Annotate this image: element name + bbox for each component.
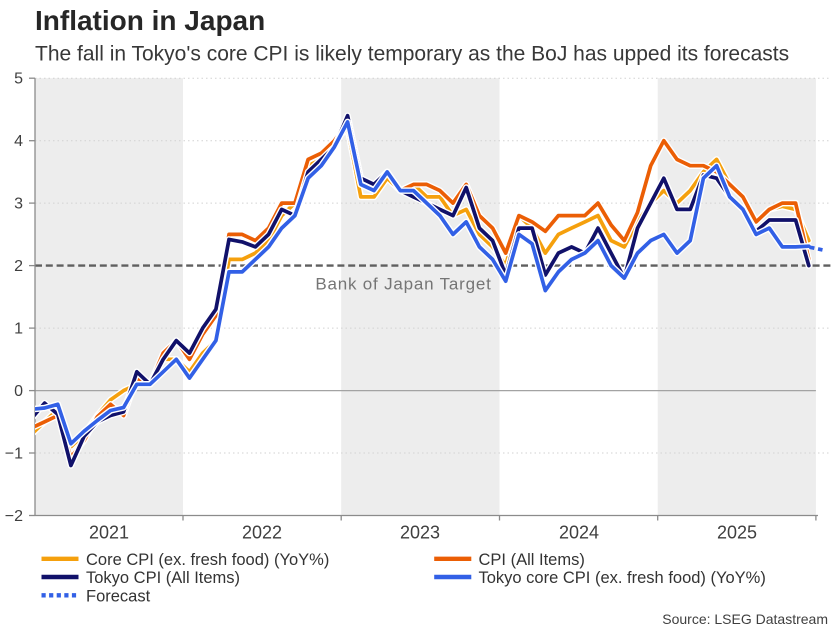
svg-text:CPI (All Items): CPI (All Items) xyxy=(479,551,585,569)
svg-text:2025: 2025 xyxy=(717,523,757,543)
svg-text:0: 0 xyxy=(14,383,23,400)
svg-text:4: 4 xyxy=(14,133,23,150)
svg-text:1: 1 xyxy=(14,321,23,338)
svg-text:Tokyo CPI (All Items): Tokyo CPI (All Items) xyxy=(86,569,240,587)
svg-text:Inflation in Japan: Inflation in Japan xyxy=(35,5,265,36)
svg-text:5: 5 xyxy=(14,71,23,88)
svg-text:Tokyo core CPI (ex. fresh food: Tokyo core CPI (ex. fresh food) (YoY%) xyxy=(479,569,766,587)
svg-text:2022: 2022 xyxy=(242,523,282,543)
svg-text:Source: LSEG Datastream: Source: LSEG Datastream xyxy=(662,611,828,627)
svg-text:2024: 2024 xyxy=(559,523,599,543)
svg-text:The fall in Tokyo's core CPI i: The fall in Tokyo's core CPI is likely t… xyxy=(35,43,789,66)
svg-text:2023: 2023 xyxy=(400,523,440,543)
svg-text:Core CPI (ex. fresh food) (YoY: Core CPI (ex. fresh food) (YoY%) xyxy=(86,551,329,569)
svg-text:Forecast: Forecast xyxy=(86,587,151,605)
svg-text:2: 2 xyxy=(14,258,23,275)
svg-text:−1: −1 xyxy=(5,446,23,463)
svg-text:3: 3 xyxy=(14,196,23,213)
svg-text:2021: 2021 xyxy=(89,523,129,543)
svg-text:−2: −2 xyxy=(5,508,23,525)
svg-text:Bank of Japan Target: Bank of Japan Target xyxy=(315,275,491,294)
